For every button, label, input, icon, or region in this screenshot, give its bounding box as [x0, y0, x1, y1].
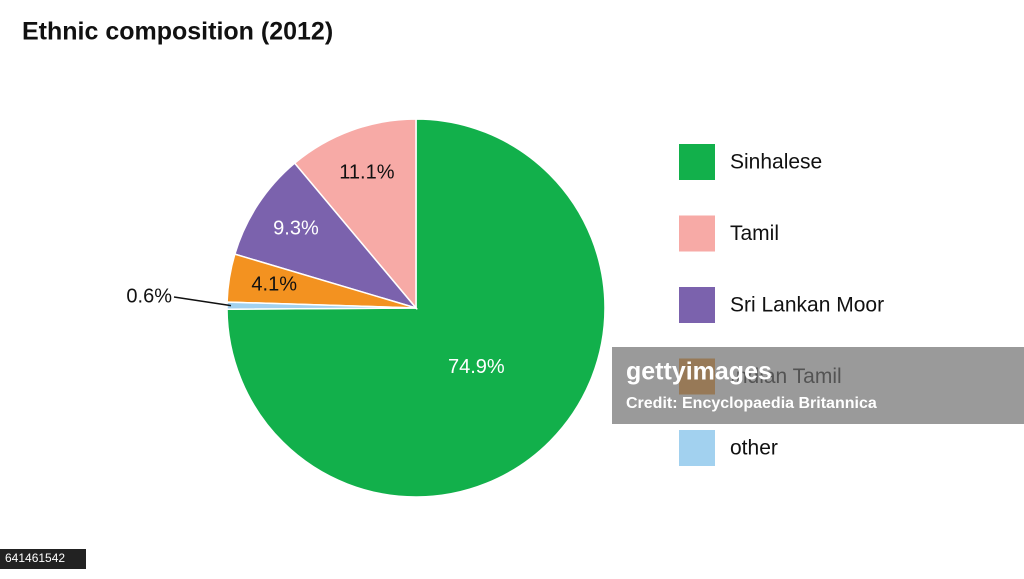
leader-line — [173, 296, 232, 307]
watermark-band — [612, 347, 1024, 424]
watermark-credit: Credit: Encyclopaedia Britannica — [626, 395, 877, 412]
legend-swatch — [679, 215, 715, 252]
legend-label: other — [730, 437, 778, 460]
legend-swatch — [679, 287, 715, 323]
legend-label: Sri Lankan Moor — [730, 294, 884, 317]
legend-swatch — [679, 144, 715, 180]
data-label: 9.3% — [273, 217, 319, 239]
pie-slice — [233, 162, 419, 310]
data-label: 11.1% — [339, 161, 394, 183]
watermark-logo: gettyimages — [626, 358, 772, 386]
legend-label: Tamil — [730, 222, 779, 245]
data-label: 74.9% — [448, 356, 505, 378]
image-id: 641461542 — [5, 551, 65, 565]
data-label: 0.6% — [126, 285, 172, 307]
id-box — [0, 549, 86, 569]
legend-label: Sinhalese — [730, 151, 822, 174]
chart-title: Ethnic composition (2012) — [22, 18, 333, 46]
pie: 74.9% 11.1% 9.3% 4.1% 0.6% — [126, 118, 606, 498]
data-label: 4.1% — [251, 273, 297, 295]
legend-swatch — [679, 430, 715, 466]
pie-slice — [293, 118, 417, 311]
